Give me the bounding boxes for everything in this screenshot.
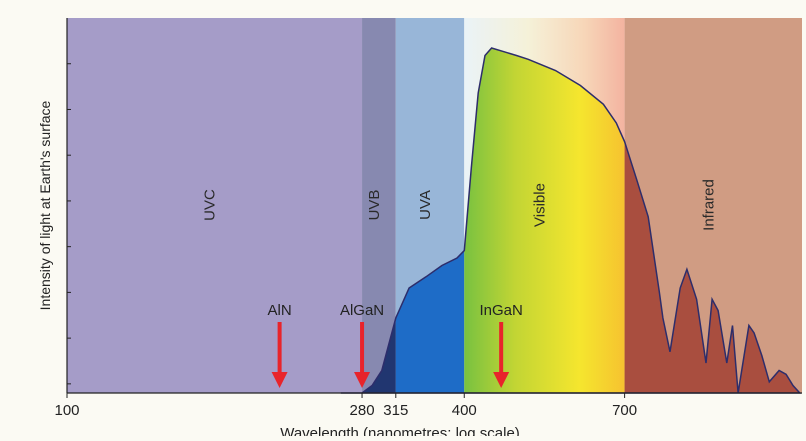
arrow-head-icon	[493, 372, 510, 388]
intensity-curve-line	[340, 47, 802, 394]
intensity-area	[340, 47, 802, 394]
band-label-uva: UVA	[417, 190, 434, 220]
annotation-label-algan: AlGaN	[340, 302, 384, 319]
x-tick-label-700: 700	[612, 402, 637, 419]
annotation-label-ingan: InGaN	[479, 302, 522, 319]
band-label-uvc: UVC	[202, 189, 219, 221]
x-tick-label-400: 400	[452, 402, 477, 419]
intensity-area-uvb	[340, 318, 396, 393]
annotations: AlN AlGaN InGaN	[268, 302, 523, 388]
band-uvc	[67, 18, 363, 393]
annotation-label-aln: AlN	[268, 302, 292, 319]
band-label-uvb: UVB	[366, 190, 383, 221]
x-tick-label-315: 315	[383, 402, 408, 419]
intensity-area-infrared	[624, 141, 800, 393]
axes: 100 280 315 400 700	[54, 18, 802, 419]
x-axis-title: Wavelength (nanometres; log scale)	[280, 425, 520, 436]
y-axis-title: Intensity of light at Earth's surface	[37, 100, 53, 310]
arrow-head-icon	[354, 372, 371, 388]
arrow-head-icon	[271, 372, 288, 388]
intensity-area-visible	[464, 48, 625, 393]
x-tick-label-100: 100	[54, 402, 79, 419]
x-tick-label-280: 280	[350, 402, 375, 419]
band-label-visible: Visible	[531, 183, 548, 227]
band-uvb	[362, 18, 396, 393]
band-label-infrared: Infrared	[700, 179, 717, 231]
